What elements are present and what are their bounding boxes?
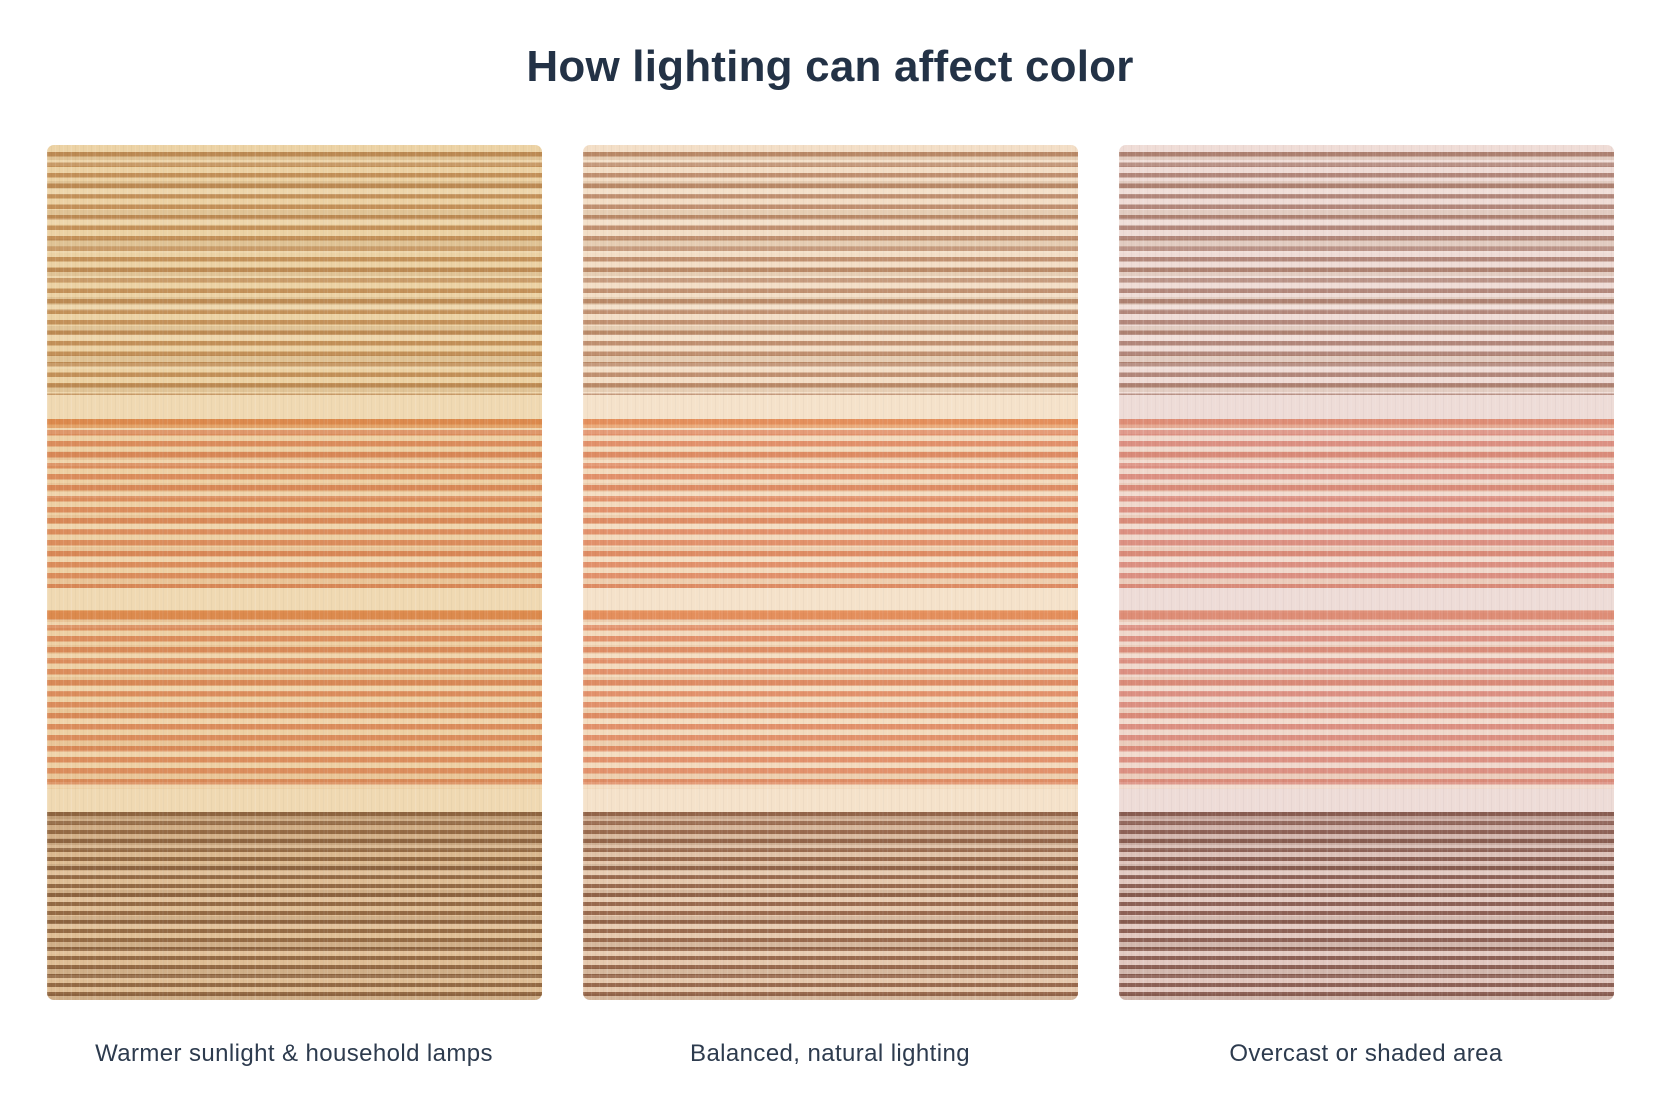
rug-bottom-border-stripes bbox=[46, 812, 542, 1000]
rug-cream-divider bbox=[582, 588, 1078, 610]
rug-bottom-border-stripes bbox=[582, 812, 1078, 1000]
rug-photo-overcast-lighting bbox=[1118, 145, 1614, 1000]
rug-cream-divider bbox=[1118, 789, 1614, 812]
rug-top-edge bbox=[1118, 145, 1614, 152]
rug-top-edge bbox=[46, 145, 542, 152]
rug-top-edge bbox=[582, 145, 1078, 152]
page-title: How lighting can affect color bbox=[526, 42, 1134, 91]
rug-orange-stripe-section bbox=[582, 610, 1078, 789]
rug-photo-warm-lighting bbox=[46, 145, 542, 1000]
rug-orange-stripe-section bbox=[1118, 419, 1614, 588]
lighting-caption-warm: Warmer sunlight & household lamps bbox=[95, 1040, 493, 1067]
rug-top-border-stripes bbox=[1118, 152, 1614, 395]
rug-cream-divider bbox=[1118, 588, 1614, 610]
rug-photo-natural-lighting bbox=[582, 145, 1078, 1000]
rug-bottom-border-stripes bbox=[1118, 812, 1614, 1000]
rug-cream-divider bbox=[46, 588, 542, 610]
rug-cream-divider bbox=[46, 789, 542, 812]
rug-top-border-stripes bbox=[582, 152, 1078, 395]
rug-orange-stripe-section bbox=[46, 419, 542, 588]
figure-warm-lighting: Warmer sunlight & household lamps bbox=[46, 145, 542, 1068]
rug-orange-stripe-section bbox=[582, 419, 1078, 588]
rug-comparison-row: Warmer sunlight & household lamps Balanc… bbox=[0, 145, 1660, 1068]
rug-cream-divider bbox=[46, 395, 542, 419]
rug-orange-stripe-section bbox=[1118, 610, 1614, 789]
lighting-caption-natural: Balanced, natural lighting bbox=[690, 1040, 970, 1067]
rug-cream-divider bbox=[582, 395, 1078, 419]
rug-top-border-stripes bbox=[46, 152, 542, 395]
lighting-caption-overcast: Overcast or shaded area bbox=[1229, 1040, 1503, 1067]
rug-cream-divider bbox=[1118, 395, 1614, 419]
figure-overcast-lighting: Overcast or shaded area bbox=[1118, 145, 1614, 1068]
rug-cream-divider bbox=[582, 789, 1078, 812]
figure-natural-lighting: Balanced, natural lighting bbox=[582, 145, 1078, 1068]
rug-orange-stripe-section bbox=[46, 610, 542, 789]
